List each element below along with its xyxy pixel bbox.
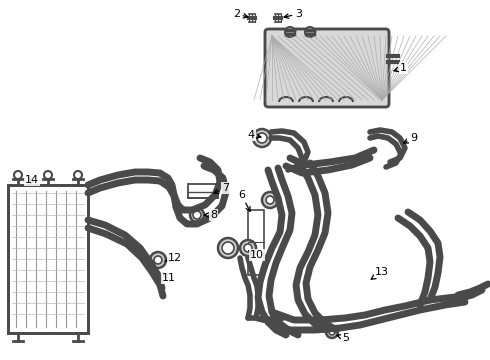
Circle shape bbox=[262, 192, 278, 208]
Circle shape bbox=[150, 252, 166, 268]
Circle shape bbox=[14, 171, 22, 179]
Text: 10: 10 bbox=[249, 250, 264, 260]
Circle shape bbox=[266, 196, 274, 204]
Circle shape bbox=[285, 27, 295, 37]
Circle shape bbox=[329, 329, 335, 335]
Circle shape bbox=[257, 133, 267, 143]
FancyBboxPatch shape bbox=[265, 29, 389, 107]
Text: 4: 4 bbox=[248, 130, 261, 140]
Circle shape bbox=[154, 256, 162, 264]
Bar bbox=[188, 184, 218, 198]
Text: 12: 12 bbox=[165, 253, 182, 263]
Text: 1: 1 bbox=[394, 63, 407, 73]
Text: 3: 3 bbox=[284, 9, 302, 19]
Circle shape bbox=[44, 171, 52, 179]
Circle shape bbox=[218, 238, 238, 258]
Circle shape bbox=[326, 326, 338, 338]
Text: 5: 5 bbox=[337, 333, 349, 343]
Text: 9: 9 bbox=[404, 133, 417, 143]
Text: 14: 14 bbox=[25, 175, 39, 185]
Bar bbox=[248, 210, 264, 275]
Text: 8: 8 bbox=[204, 210, 217, 220]
Circle shape bbox=[253, 129, 271, 147]
Circle shape bbox=[244, 244, 252, 252]
Text: 13: 13 bbox=[371, 267, 389, 279]
Bar bbox=[8, 185, 88, 333]
Text: 7: 7 bbox=[214, 183, 229, 193]
Circle shape bbox=[240, 240, 256, 256]
Circle shape bbox=[305, 27, 315, 37]
Circle shape bbox=[222, 242, 234, 254]
Text: 2: 2 bbox=[233, 9, 248, 19]
Circle shape bbox=[190, 208, 204, 222]
Text: 6: 6 bbox=[238, 190, 250, 211]
Circle shape bbox=[193, 211, 201, 219]
Bar bbox=[8, 185, 88, 333]
Text: 11: 11 bbox=[162, 273, 176, 283]
Circle shape bbox=[74, 171, 82, 179]
